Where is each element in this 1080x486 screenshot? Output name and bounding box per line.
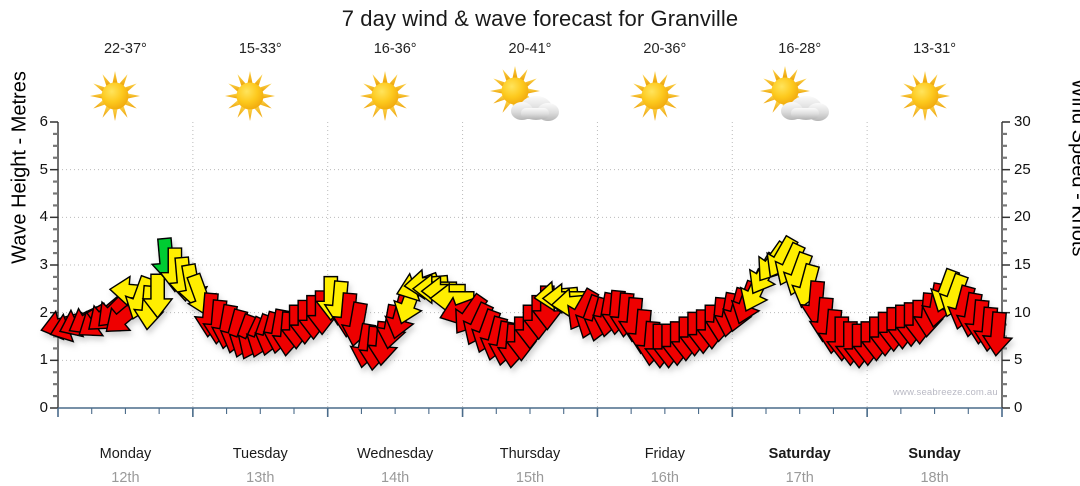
left-tick-2: 2 — [22, 304, 48, 321]
day-name-wednesday: Wednesday — [320, 446, 470, 462]
right-tick-25: 25 — [1014, 161, 1044, 178]
day-name-saturday: Saturday — [725, 446, 875, 462]
left-tick-4: 4 — [22, 208, 48, 225]
left-tick-1: 1 — [22, 351, 48, 368]
left-tick-6: 6 — [22, 113, 48, 130]
day-date-wednesday: 14th — [320, 470, 470, 486]
day-date-tuesday: 13th — [185, 470, 335, 486]
day-name-thursday: Thursday — [455, 446, 605, 462]
plot-area — [0, 0, 1080, 475]
right-tick-5: 5 — [1014, 351, 1044, 368]
day-date-friday: 16th — [590, 470, 740, 486]
day-date-monday: 12th — [50, 470, 200, 486]
right-tick-10: 10 — [1014, 304, 1044, 321]
day-name-tuesday: Tuesday — [185, 446, 335, 462]
left-tick-5: 5 — [22, 161, 48, 178]
right-tick-30: 30 — [1014, 113, 1044, 130]
day-date-thursday: 15th — [455, 470, 605, 486]
day-name-monday: Monday — [50, 446, 200, 462]
right-tick-15: 15 — [1014, 256, 1044, 273]
day-date-saturday: 17th — [725, 470, 875, 486]
day-name-sunday: Sunday — [860, 446, 1010, 462]
day-date-sunday: 18th — [860, 470, 1010, 486]
day-name-friday: Friday — [590, 446, 740, 462]
right-tick-0: 0 — [1014, 399, 1044, 416]
right-tick-20: 20 — [1014, 208, 1044, 225]
left-tick-3: 3 — [22, 256, 48, 273]
wind-wave-forecast-chart: 7 day wind & wave forecast for Granville… — [0, 0, 1080, 475]
site-watermark: www.seabreeze.com.au — [893, 387, 998, 398]
left-tick-0: 0 — [22, 399, 48, 416]
